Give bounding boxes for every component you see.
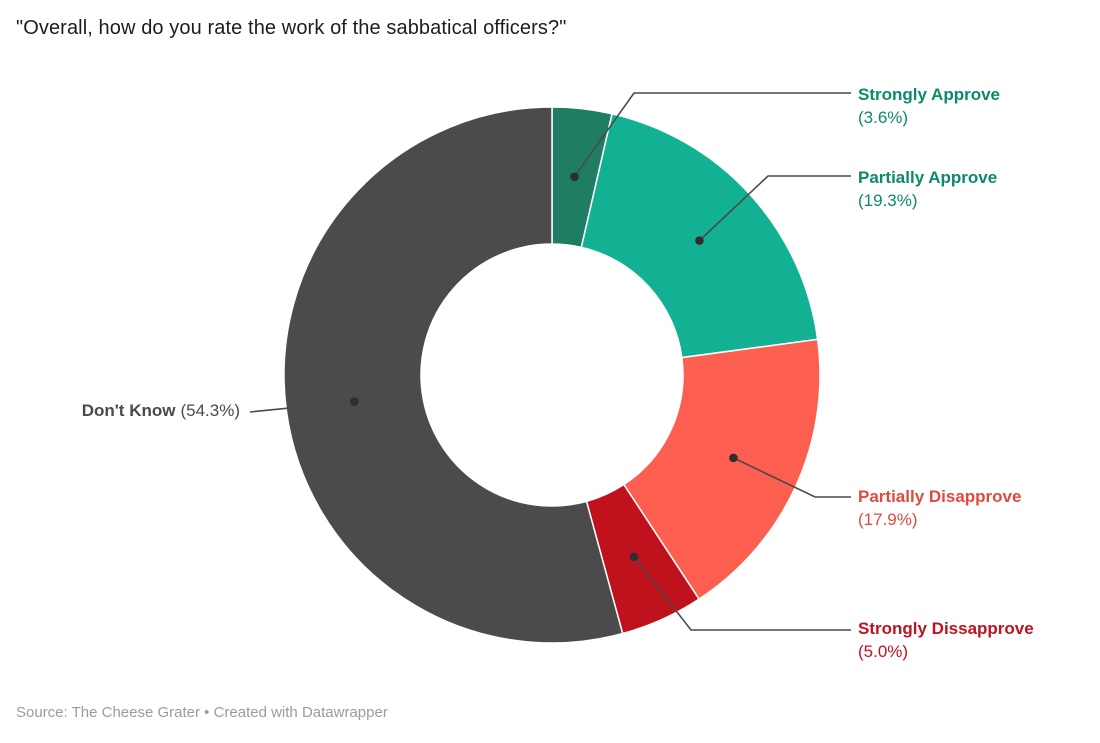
slice-label-text: Strongly Approve bbox=[858, 85, 1000, 104]
slice-label-value: (54.3%) bbox=[180, 401, 240, 420]
slice-label-text: Strongly Dissapprove bbox=[858, 619, 1034, 638]
callout-dot bbox=[695, 236, 704, 245]
slice-label-partially-disapprove: Partially Disapprove (17.9%) bbox=[858, 485, 1021, 531]
chart-title: "Overall, how do you rate the work of th… bbox=[16, 17, 567, 39]
slice-label-value: (5.0%) bbox=[858, 642, 909, 661]
slice-label-strongly-dissapprove: Strongly Dissapprove (5.0%) bbox=[858, 617, 1034, 663]
callout-dot bbox=[629, 552, 639, 562]
callout-line bbox=[249, 400, 355, 413]
pie-slice-partially-approve[interactable] bbox=[580, 112, 819, 359]
callout-line bbox=[733, 457, 851, 498]
callout-line bbox=[573, 92, 851, 178]
callout-dot bbox=[729, 453, 738, 463]
slice-label-value: (3.6%) bbox=[858, 108, 909, 127]
callout-line bbox=[698, 175, 851, 242]
slice-label-strongly-approve: Strongly Approve (3.6%) bbox=[858, 83, 1000, 129]
slice-label-dont-know: Don't Know (54.3%) bbox=[82, 399, 240, 422]
callout-dot bbox=[349, 397, 359, 406]
pie-slice-don-t-know[interactable] bbox=[283, 106, 624, 644]
slice-label-partially-approve: Partially Approve (19.3%) bbox=[858, 166, 997, 212]
slice-label-text: Don't Know bbox=[81, 401, 176, 420]
slice-label-value: (17.9%) bbox=[858, 510, 918, 529]
slice-label-value: (19.3%) bbox=[858, 191, 918, 210]
slice-label-text: Partially Disapprove bbox=[858, 487, 1022, 506]
callout-dot bbox=[570, 172, 579, 182]
source-attribution: Source: The Cheese Grater • Created with… bbox=[16, 704, 388, 721]
slice-label-text: Partially Approve bbox=[858, 168, 998, 187]
pie-slice-partially-disapprove[interactable] bbox=[622, 338, 821, 601]
callout-line bbox=[633, 556, 851, 631]
